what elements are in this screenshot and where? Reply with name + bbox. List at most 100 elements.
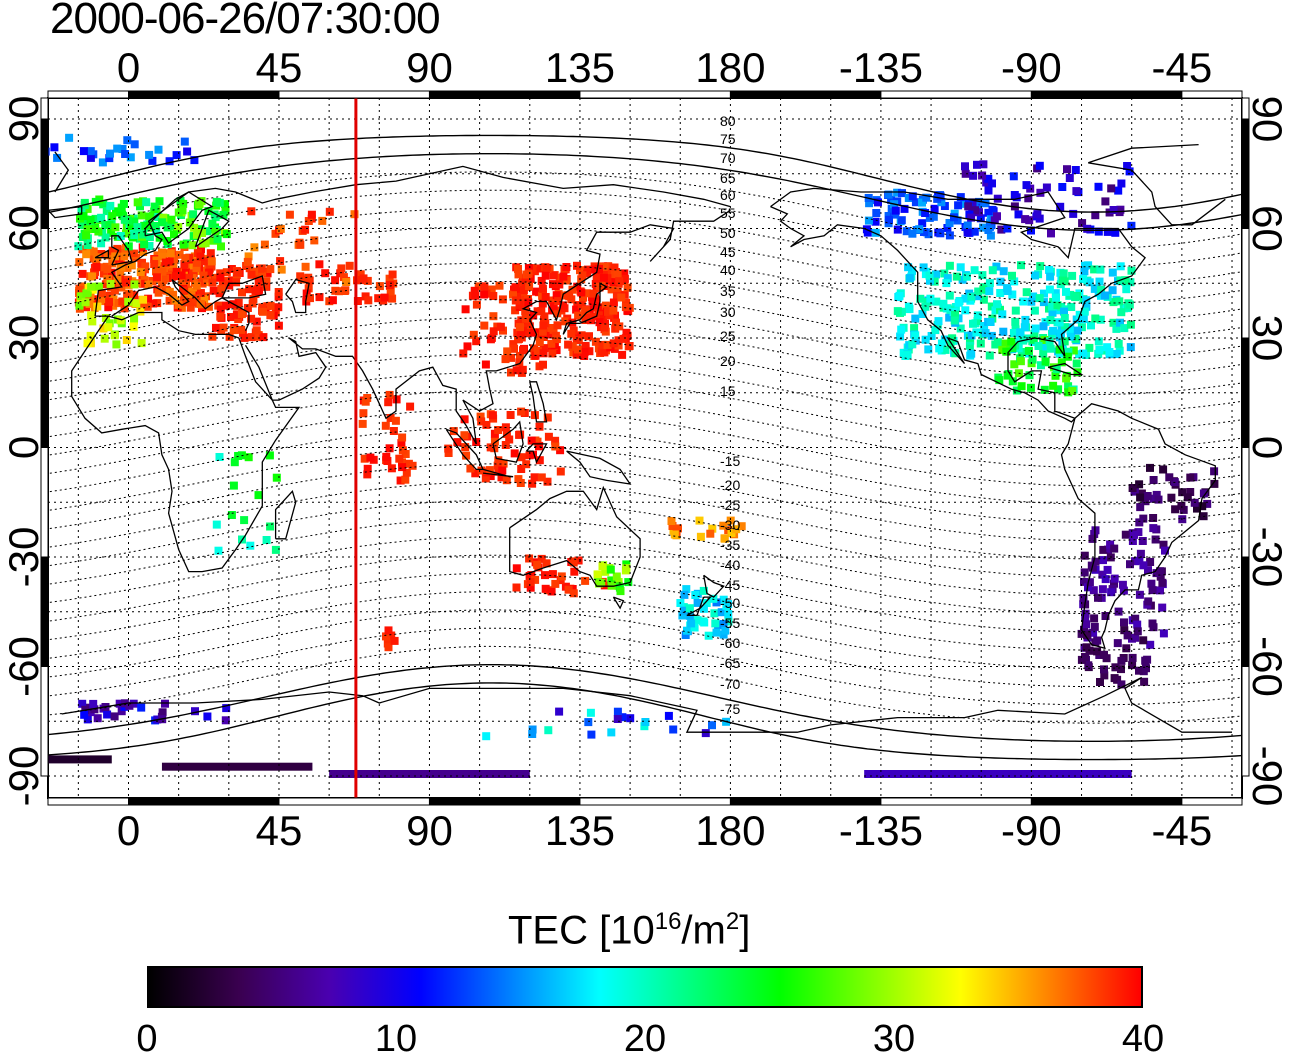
tec-cell (543, 413, 552, 422)
tec-cell (971, 206, 980, 215)
tec-cell (969, 171, 978, 180)
tec-cell (1048, 308, 1057, 317)
tec-cell (1109, 318, 1118, 327)
tec-cell (139, 295, 148, 304)
tec-cell (1149, 476, 1158, 484)
tec-cell (581, 576, 590, 585)
tec-cell (227, 265, 236, 273)
tec-cell (1060, 337, 1069, 346)
tec-cell (1072, 187, 1081, 196)
tec-cell (472, 300, 481, 309)
tec-cell (961, 306, 970, 315)
tec-cell (328, 296, 337, 305)
tec-cell (529, 450, 537, 459)
tec-cell (304, 273, 313, 282)
tec-cell (166, 249, 175, 258)
tec-cell (80, 710, 89, 719)
tec-cell (921, 302, 930, 311)
tec-cell (130, 314, 139, 323)
tec-cell (691, 591, 700, 599)
tec-cell (180, 137, 189, 146)
tec-cell (570, 567, 579, 576)
frame-segment (880, 90, 1032, 99)
tec-cell (526, 578, 535, 587)
tec-cell (301, 262, 310, 271)
tec-cell (515, 358, 524, 367)
tec-cell (973, 292, 982, 301)
tec-cell (910, 324, 919, 333)
tec-cell (1003, 284, 1012, 293)
tec-cell (301, 225, 310, 234)
contour-label: 30 (720, 304, 736, 320)
tec-cell (524, 318, 533, 327)
tec-cell (539, 360, 547, 369)
tec-cell (1108, 286, 1117, 295)
tec-cell (614, 336, 623, 345)
tec-cell (234, 268, 242, 277)
tec-cell (1017, 261, 1025, 270)
tec-cell (252, 317, 261, 326)
contour-label: 25 (720, 328, 736, 344)
tec-cell (101, 314, 110, 322)
tec-cell (389, 427, 398, 435)
tec-cell (159, 276, 168, 285)
tec-cell (81, 298, 90, 307)
tec-cell (622, 298, 630, 307)
tec-cell (1167, 493, 1176, 502)
tec-cell (509, 290, 517, 299)
tec-cell (489, 327, 498, 336)
tec-cell (342, 278, 351, 286)
tec-cell (476, 412, 485, 421)
tec-cell (1009, 172, 1018, 181)
coastline (285, 278, 310, 314)
tec-cell (1022, 181, 1031, 190)
tec-cell (130, 217, 139, 226)
tec-cell (1090, 622, 1099, 631)
tec-cell (97, 213, 106, 222)
tec-cell (185, 218, 194, 227)
tec-cell (572, 305, 581, 314)
tec-cell (516, 430, 525, 439)
tec-cell (678, 611, 687, 620)
tec-cell (266, 311, 275, 320)
tec-cell (512, 366, 521, 375)
tec-cell (615, 322, 624, 331)
tec-cell (1152, 490, 1161, 499)
tec-cell (602, 267, 611, 276)
tec-cell (1051, 289, 1060, 298)
frame-segment (47, 797, 129, 806)
tec-cell (466, 464, 475, 473)
tec-cell (527, 436, 536, 445)
tec-cell (1097, 285, 1106, 294)
tec-cell (1140, 677, 1149, 686)
tec-cell (192, 281, 201, 290)
tec-cell (584, 718, 593, 727)
tec-cell (945, 291, 954, 300)
tec-cell (1079, 275, 1088, 284)
tec-cell (1110, 579, 1118, 588)
tec-cell (137, 339, 146, 348)
tec-cell (150, 207, 159, 216)
tec-cell (104, 323, 113, 332)
tec-cell (150, 202, 159, 211)
tec-cell (618, 350, 627, 359)
tec-cell (961, 169, 970, 178)
tec-cell (911, 198, 920, 207)
tec-cell (515, 351, 524, 360)
tec-cell (387, 631, 396, 640)
tec-cell (1123, 162, 1132, 170)
tec-cell (1186, 488, 1195, 496)
tec-cell (395, 454, 404, 463)
tec-cell (613, 707, 622, 716)
tec-cell (1085, 343, 1094, 352)
tec-cell (106, 279, 115, 288)
tec-cell (506, 411, 515, 419)
tec-cell (221, 716, 230, 725)
tec-cell (110, 331, 119, 340)
tec-cell (541, 584, 550, 593)
tec-cell (538, 327, 547, 336)
tec-cell (498, 466, 507, 475)
tec-cell (1065, 174, 1074, 182)
tec-cell (495, 281, 504, 290)
tec-cell (262, 277, 271, 286)
